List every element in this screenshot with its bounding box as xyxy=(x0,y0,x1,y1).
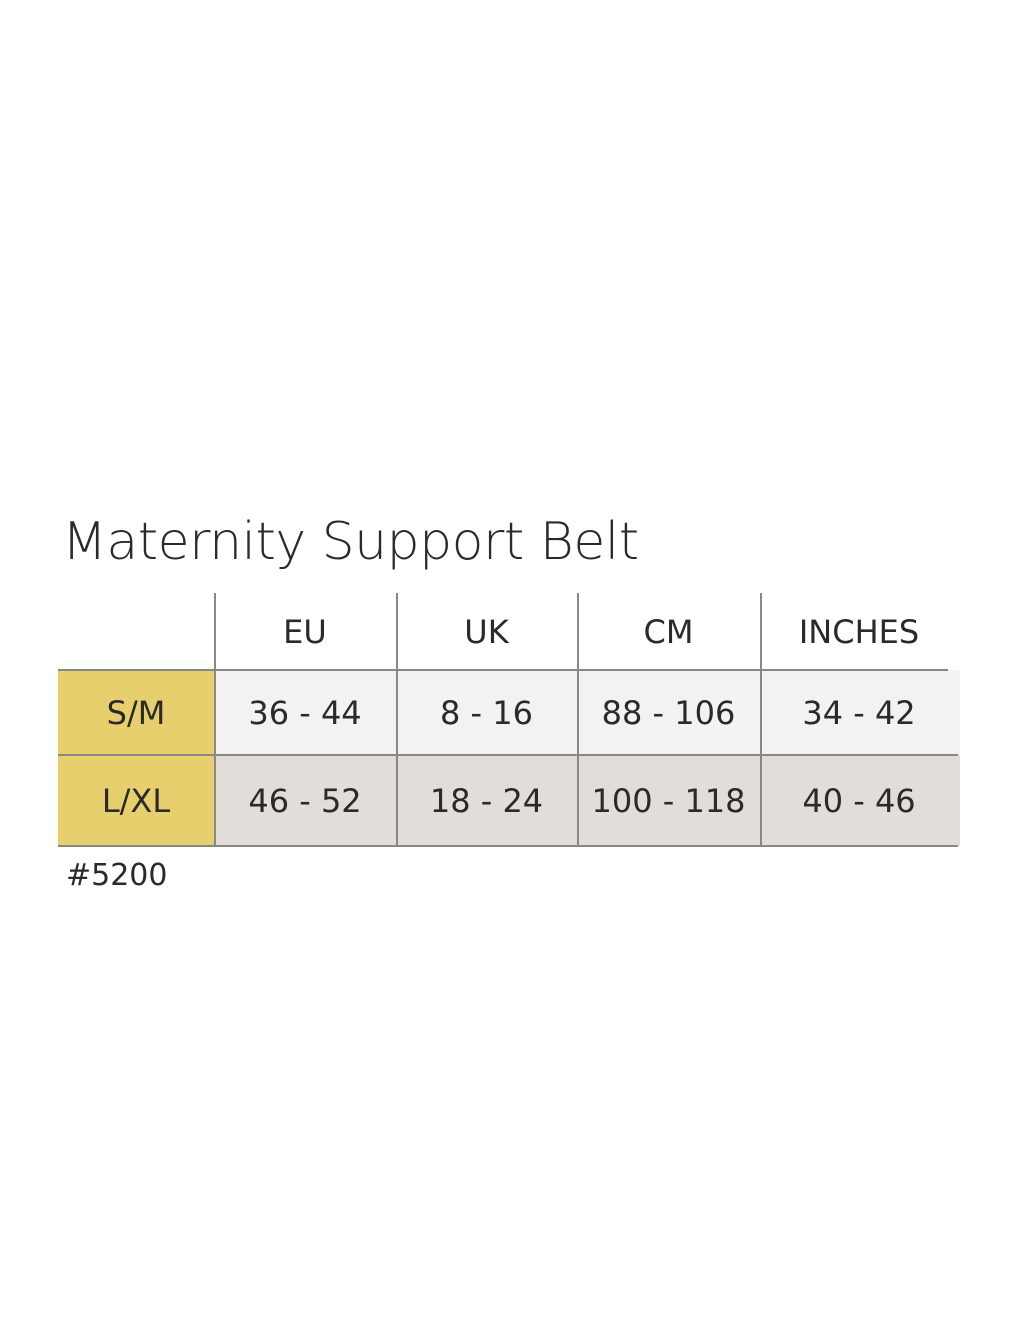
column-divider xyxy=(214,593,216,846)
title: Maternity Support Belt xyxy=(62,512,639,572)
row-bg xyxy=(214,670,960,755)
table-cell: 40 - 46 xyxy=(802,781,916,820)
row-divider xyxy=(58,754,958,756)
size-label: L/XL xyxy=(101,781,171,820)
table-cell: 88 - 106 xyxy=(601,693,736,732)
table-cell: 46 - 52 xyxy=(248,781,362,820)
table-cell: 18 - 24 xyxy=(429,781,544,820)
row-divider xyxy=(58,669,948,671)
column-header: INCHES xyxy=(798,612,920,651)
column-divider xyxy=(760,593,762,846)
size-col-bg xyxy=(58,670,214,846)
column-header: CM xyxy=(643,612,694,651)
column-divider xyxy=(396,593,398,846)
footnote: #5200 xyxy=(66,858,168,893)
size-label: S/M xyxy=(106,693,166,732)
table-cell: 34 - 42 xyxy=(802,693,916,732)
table-cell: 100 - 118 xyxy=(591,781,746,820)
row-divider xyxy=(58,845,958,847)
column-header: UK xyxy=(464,612,509,651)
table-cell: 8 - 16 xyxy=(440,693,533,732)
column-header: EU xyxy=(283,612,327,651)
column-divider xyxy=(577,593,579,846)
row-bg xyxy=(214,755,960,846)
table-cell: 36 - 44 xyxy=(248,693,362,732)
